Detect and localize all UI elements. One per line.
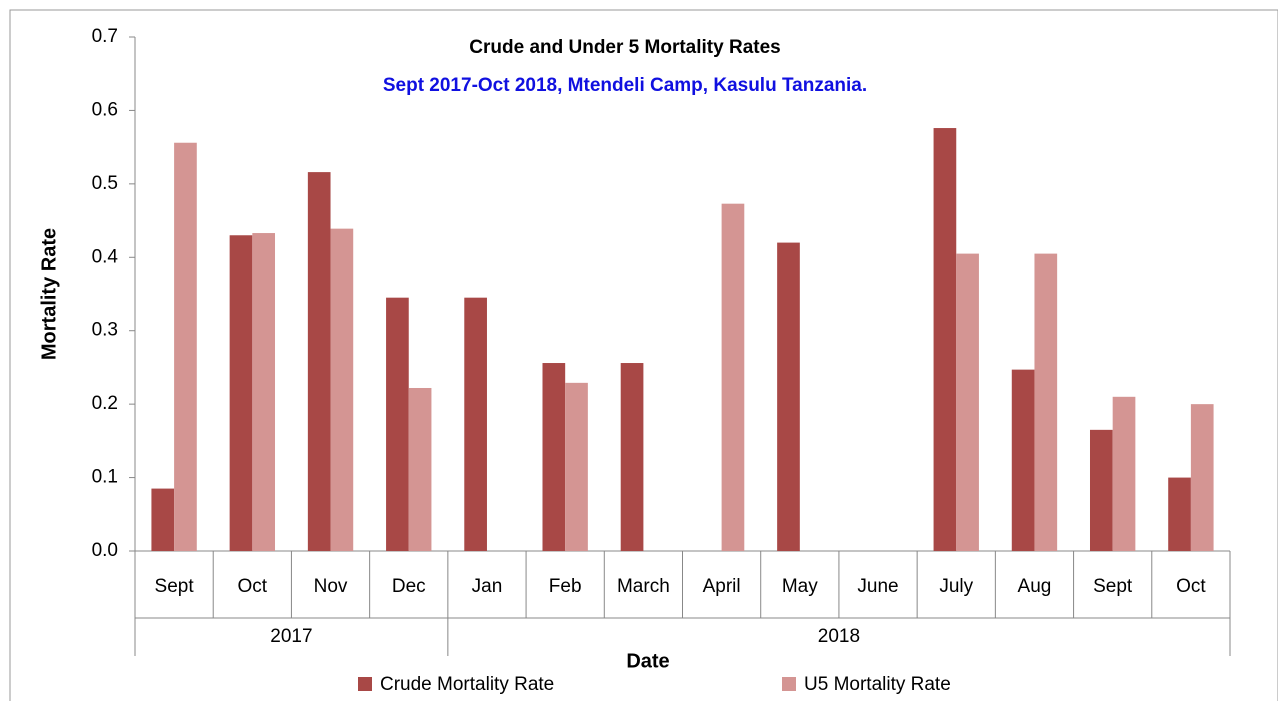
legend-label: U5 Mortality Rate: [804, 674, 951, 695]
bar: [1011, 369, 1035, 551]
chart-subtitle: Sept 2017-Oct 2018, Mtendeli Camp, Kasul…: [383, 75, 867, 96]
x-tick-label: Jan: [472, 576, 503, 597]
y-tick-label: 0.2: [92, 393, 118, 414]
x-tick-label: May: [782, 576, 818, 597]
x-tick-label: June: [857, 576, 898, 597]
y-axis-label: Mortality Rate: [38, 228, 60, 360]
year-label: 2018: [818, 626, 860, 647]
y-tick-label: 0.7: [92, 26, 118, 47]
bar: [1112, 396, 1136, 551]
x-tick-label: Aug: [1018, 576, 1052, 597]
bar: [1034, 253, 1058, 551]
y-tick-label: 0.0: [92, 540, 118, 561]
bar: [542, 363, 566, 551]
bar: [565, 382, 588, 551]
chart-frame: [9, 9, 1278, 701]
bar: [777, 242, 800, 551]
y-tick-label: 0.6: [92, 99, 118, 120]
x-tick-label: March: [617, 576, 670, 597]
chart-title: Crude and Under 5 Mortality Rates: [469, 37, 780, 58]
y-tick-label: 0.1: [92, 467, 118, 488]
bar: [620, 363, 644, 551]
bar: [408, 387, 432, 551]
x-tick-label: July: [939, 576, 973, 597]
x-tick-label: Nov: [314, 576, 348, 597]
legend-label: Crude Mortality Rate: [380, 674, 554, 695]
bar: [229, 235, 253, 551]
x-tick-label: Sept: [1093, 576, 1133, 597]
bar: [1190, 404, 1214, 551]
bar: [252, 233, 276, 551]
x-axis-label: Date: [626, 650, 669, 672]
y-tick-label: 0.4: [92, 246, 119, 267]
x-tick-label: Dec: [392, 576, 426, 597]
y-tick-label: 0.5: [92, 173, 118, 194]
year-label: 2017: [270, 626, 312, 647]
x-tick-label: Oct: [238, 576, 268, 597]
y-tick-label: 0.3: [92, 320, 118, 341]
legend-swatch: [782, 677, 796, 691]
bar: [933, 128, 957, 551]
bar: [956, 253, 979, 551]
bar: [721, 203, 745, 551]
bar: [174, 142, 197, 552]
bar: [307, 172, 331, 551]
x-tick-label: Feb: [549, 576, 582, 597]
x-tick-label: April: [703, 576, 741, 597]
bar: [1089, 429, 1113, 551]
bar: [1168, 477, 1191, 551]
legend-swatch: [358, 677, 372, 691]
bar: [386, 297, 409, 551]
bar: [151, 488, 175, 551]
bar: [330, 228, 354, 552]
bar: [464, 297, 487, 551]
x-tick-label: Oct: [1176, 576, 1206, 597]
x-tick-label: Sept: [155, 576, 195, 597]
